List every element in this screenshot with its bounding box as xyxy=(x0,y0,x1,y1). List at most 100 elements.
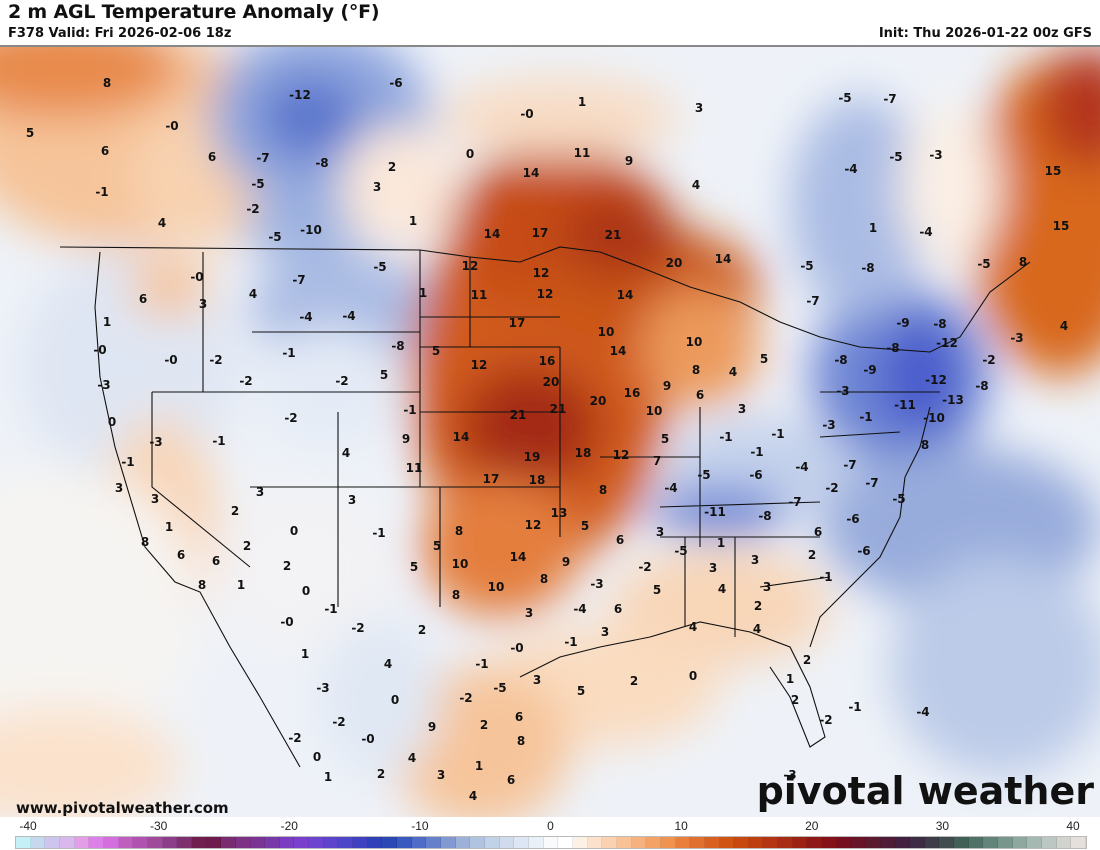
anomaly-value-label: 1 xyxy=(236,578,246,592)
anomaly-value-label: -2 xyxy=(332,715,346,729)
anomaly-value-label: 3 xyxy=(198,297,208,311)
anomaly-value-label: 3 xyxy=(114,481,124,495)
anomaly-value-label: 10 xyxy=(597,325,615,339)
colorbar-swatch xyxy=(162,837,178,848)
colorbar-swatch xyxy=(836,837,852,848)
colorbar-swatch xyxy=(997,837,1013,848)
anomaly-value-label: 7 xyxy=(652,454,662,468)
anomaly-value-label: 8 xyxy=(598,483,608,497)
anomaly-value-label: 10 xyxy=(685,335,703,349)
anomaly-value-label: 9 xyxy=(561,555,571,569)
anomaly-value-label: -5 xyxy=(838,91,852,105)
anomaly-value-label: -10 xyxy=(300,223,322,237)
anomaly-value-label: 3 xyxy=(750,553,760,567)
anomaly-value-label: 3 xyxy=(150,492,160,506)
colorbar-swatch xyxy=(910,837,925,848)
colorbar-swatch xyxy=(411,837,427,848)
colorbar-swatch xyxy=(338,837,354,848)
anomaly-value-label: 13 xyxy=(550,506,568,520)
colorbar-tick-label: 10 xyxy=(674,819,688,833)
anomaly-value-label: -2 xyxy=(819,713,833,727)
anomaly-value-label: 11 xyxy=(470,288,488,302)
anomaly-value-label: -4 xyxy=(916,705,930,719)
anomaly-value-label: 14 xyxy=(616,288,634,302)
anomaly-value-label: 0 xyxy=(107,415,117,429)
colorbar-swatch xyxy=(587,837,603,848)
site-url[interactable]: www.pivotalweather.com xyxy=(16,799,229,817)
anomaly-value-label: -11 xyxy=(704,505,726,519)
colorbar-swatch xyxy=(221,837,236,848)
colorbar-swatch xyxy=(59,837,75,848)
anomaly-value-label: -3 xyxy=(590,577,604,591)
anomaly-value-label: 2 xyxy=(387,160,397,174)
anomaly-value-label: -5 xyxy=(251,177,265,191)
colorbar-swatch xyxy=(30,837,46,848)
anomaly-map[interactable]: 8 5 6 -1 4 -0 6 -7 -5 -2 -5 -12 -6 -8 2 3 1 -10 0 -0 14 14 17 1… xyxy=(0,45,1100,820)
colorbar-tick-label: -40 xyxy=(19,819,37,833)
anomaly-value-label: -1 xyxy=(819,570,833,584)
anomaly-value-label: -1 xyxy=(564,635,578,649)
anomaly-value-label: -3 xyxy=(97,378,111,392)
anomaly-value-label: 17 xyxy=(508,316,526,330)
colorbar-swatch xyxy=(704,837,720,848)
anomaly-value-label: -12 xyxy=(289,88,311,102)
anomaly-value-label: 14 xyxy=(522,166,540,180)
colorbar-swatch xyxy=(1027,837,1042,848)
anomaly-value-label: -0 xyxy=(361,732,375,746)
colorbar-ticks: -40 -30 -20 -10 0 10 20 30 40 xyxy=(0,819,1100,833)
anomaly-value-label: 6 xyxy=(514,710,524,724)
anomaly-value-label: 2 xyxy=(479,718,489,732)
anomaly-value-label: -2 xyxy=(284,411,298,425)
colorbar-swatch xyxy=(968,837,984,848)
colorbar-swatch xyxy=(45,837,60,848)
colorbar-swatch xyxy=(89,837,104,848)
anomaly-value-label: 12 xyxy=(524,518,542,532)
colorbar-swatch xyxy=(866,837,881,848)
anomaly-value-label: -0 xyxy=(190,270,204,284)
anomaly-value-label: -5 xyxy=(373,260,387,274)
anomaly-value-label: 4 xyxy=(752,622,762,636)
anomaly-value-label: 5 xyxy=(576,684,586,698)
anomaly-value-label: -1 xyxy=(121,455,135,469)
anomaly-value-label: -0 xyxy=(520,107,534,121)
anomaly-value-label: -0 xyxy=(93,343,107,357)
anomaly-value-label: 8 xyxy=(197,578,207,592)
anomaly-value-label: 1 xyxy=(408,214,418,228)
anomaly-value-label: 4 xyxy=(248,287,258,301)
colorbar-swatch xyxy=(572,837,588,848)
anomaly-value-label: -3 xyxy=(1010,331,1024,345)
colorbar-swatch xyxy=(499,837,515,848)
anomaly-value-label: 1 xyxy=(418,286,428,300)
anomaly-value-label: -13 xyxy=(942,393,964,407)
anomaly-value-label: -7 xyxy=(843,458,857,472)
anomaly-value-label: -7 xyxy=(865,476,879,490)
anomaly-value-label: -4 xyxy=(919,225,933,239)
colorbar-tick-label: -30 xyxy=(149,819,168,833)
anomaly-value-label: -3 xyxy=(929,148,943,162)
anomaly-value-label: 4 xyxy=(728,365,738,379)
anomaly-value-label: 5 xyxy=(431,344,441,358)
anomaly-value-label: -12 xyxy=(936,336,958,350)
anomaly-value-label: -1 xyxy=(372,526,386,540)
anomaly-value-label: -5 xyxy=(977,257,991,271)
colorbar-swatch xyxy=(1012,837,1028,848)
colorbar-swatch xyxy=(397,837,412,848)
anomaly-value-label: -8 xyxy=(834,353,848,367)
colorbar-swatch xyxy=(660,837,676,848)
anomaly-value-label: 3 xyxy=(655,525,665,539)
anomaly-value-label: 14 xyxy=(714,252,732,266)
anomaly-value-label: -7 xyxy=(292,273,306,287)
anomaly-value-label: 8 xyxy=(454,524,464,538)
colorbar-swatch xyxy=(294,837,310,848)
anomaly-value-label: 3 xyxy=(737,402,747,416)
anomaly-value-label: 14 xyxy=(609,344,627,358)
colorbar-swatch xyxy=(235,837,251,848)
anomaly-value-label: -2 xyxy=(288,731,302,745)
anomaly-value-label: -9 xyxy=(896,316,910,330)
colorbar-swatch xyxy=(675,837,691,848)
anomaly-value-label: -8 xyxy=(861,261,875,275)
colorbar-swatch xyxy=(133,837,148,848)
anomaly-value-label: 1 xyxy=(868,221,878,235)
colorbar-swatch xyxy=(353,837,368,848)
anomaly-value-label: -1 xyxy=(771,427,785,441)
